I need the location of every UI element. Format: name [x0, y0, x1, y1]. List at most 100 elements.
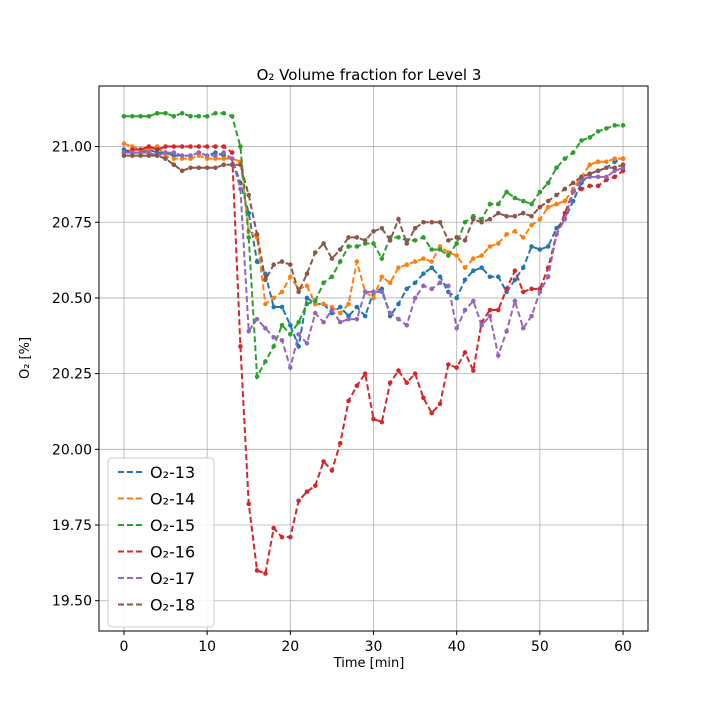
series-point: [304, 271, 310, 277]
series-point: [379, 419, 385, 425]
series-point: [454, 295, 459, 301]
series-point: [504, 286, 509, 292]
series-point: [379, 274, 385, 280]
series-point: [337, 319, 343, 325]
series-point: [171, 144, 177, 149]
series-point: [213, 110, 218, 116]
series-point: [612, 165, 618, 171]
series-point: [595, 183, 601, 189]
series-point: [462, 238, 468, 243]
series-point: [221, 162, 227, 168]
series-point: [154, 147, 160, 152]
series-point: [288, 322, 293, 328]
series-point: [329, 274, 335, 280]
y-axis-ticks: 19.50 19.75 20.00 20.25 20.50 20.75 21.00: [52, 140, 99, 610]
series-point: [371, 295, 376, 301]
y-tick-label: 19.50: [52, 594, 92, 610]
series-point: [346, 316, 351, 322]
series-point: [346, 244, 351, 249]
series-point: [304, 295, 310, 301]
series-point: [412, 259, 418, 264]
series-point: [362, 289, 368, 295]
y-tick-label: 20.75: [52, 215, 92, 231]
series-point: [545, 244, 551, 249]
series-point: [529, 213, 534, 219]
series-point: [154, 110, 160, 116]
series-point: [429, 259, 435, 264]
series-point: [421, 235, 426, 240]
series-point: [529, 313, 534, 319]
series-point: [337, 310, 343, 316]
x-tick-label: 10: [198, 639, 216, 655]
series-point: [429, 265, 435, 270]
series-point: [138, 153, 143, 158]
series-point: [329, 468, 335, 473]
series-point: [562, 156, 568, 161]
series-point: [371, 416, 376, 422]
series-point: [371, 241, 376, 246]
series-point: [471, 368, 476, 373]
series-point: [171, 113, 177, 119]
series-point: [354, 259, 360, 264]
series-point: [562, 186, 568, 192]
series-point: [396, 265, 401, 270]
series-point: [229, 150, 235, 155]
series-point: [254, 316, 260, 322]
series-point: [471, 298, 476, 304]
series-point: [312, 483, 318, 488]
series-point: [421, 256, 426, 261]
series-point: [562, 216, 568, 222]
series-point: [279, 322, 285, 328]
series-point: [570, 189, 576, 195]
series-point: [288, 262, 293, 267]
series-point: [188, 153, 193, 158]
series-point: [213, 165, 218, 171]
series-point: [529, 222, 534, 228]
series-point: [296, 331, 301, 337]
series-point: [254, 374, 260, 379]
series-point: [446, 238, 451, 243]
series-point: [354, 304, 360, 310]
series-point: [387, 310, 393, 316]
series-point: [487, 313, 493, 319]
series-point: [312, 250, 318, 255]
series-point: [179, 153, 185, 158]
series-point: [479, 253, 484, 258]
series-point: [271, 344, 276, 349]
y-tick-label: 19.75: [52, 518, 92, 534]
series-point: [421, 271, 426, 277]
series-point: [537, 204, 543, 210]
series-point: [229, 113, 235, 119]
series-point: [288, 365, 293, 370]
series-point: [479, 219, 484, 225]
series-point: [396, 216, 401, 222]
series-point: [329, 307, 335, 313]
x-tick-label: 20: [281, 639, 299, 655]
series-point: [238, 144, 243, 149]
series-6: [121, 153, 626, 295]
series-point: [396, 368, 401, 373]
series-point: [129, 153, 135, 158]
series-point: [529, 244, 534, 249]
series-point: [304, 301, 310, 307]
series-point: [213, 153, 218, 158]
series-point: [545, 204, 551, 210]
series-point: [537, 247, 543, 252]
series-point: [263, 325, 268, 331]
y-axis-label: O₂ [%]: [18, 337, 33, 379]
series-point: [529, 201, 534, 207]
legend-entry: O₂-14: [150, 490, 195, 509]
series-point: [146, 144, 152, 149]
series-point: [545, 180, 551, 186]
series-point: [321, 280, 326, 286]
y-tick-label: 20.50: [52, 291, 92, 307]
series-point: [495, 210, 501, 216]
series-point: [238, 186, 243, 192]
series-point: [487, 216, 493, 222]
series-point: [221, 110, 227, 116]
series-point: [487, 244, 493, 249]
series-point: [171, 162, 177, 168]
series-point: [129, 113, 135, 119]
series-point: [171, 156, 177, 161]
series-point: [554, 165, 559, 171]
